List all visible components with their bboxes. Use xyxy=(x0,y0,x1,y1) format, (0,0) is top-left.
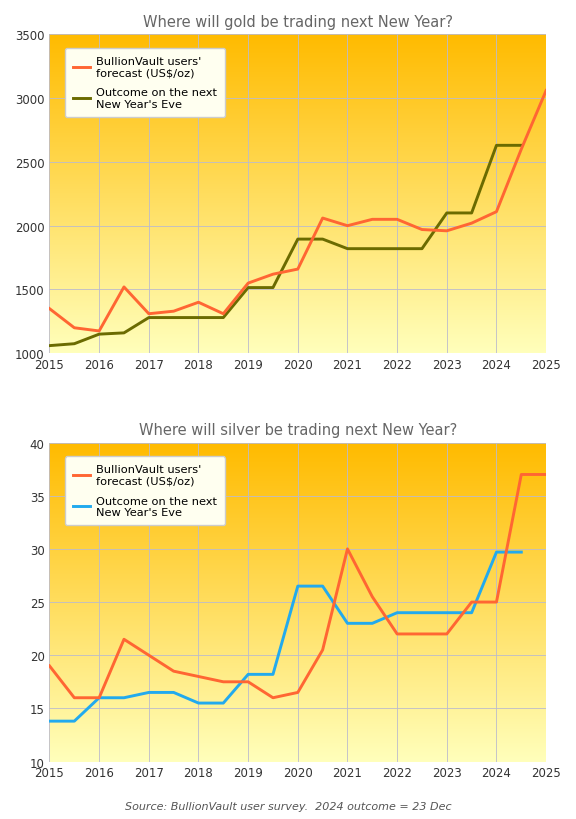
Title: Where will silver be trading next New Year?: Where will silver be trading next New Ye… xyxy=(139,423,457,437)
Title: Where will gold be trading next New Year?: Where will gold be trading next New Year… xyxy=(143,15,453,30)
Text: Source: BullionVault user survey.  2024 outcome = 23 Dec: Source: BullionVault user survey. 2024 o… xyxy=(124,801,452,811)
Legend: BullionVault users'
forecast (US$/oz), Outcome on the next
New Year's Eve: BullionVault users' forecast (US$/oz), O… xyxy=(65,49,225,118)
Legend: BullionVault users'
forecast (US$/oz), Outcome on the next
New Year's Eve: BullionVault users' forecast (US$/oz), O… xyxy=(65,457,225,526)
